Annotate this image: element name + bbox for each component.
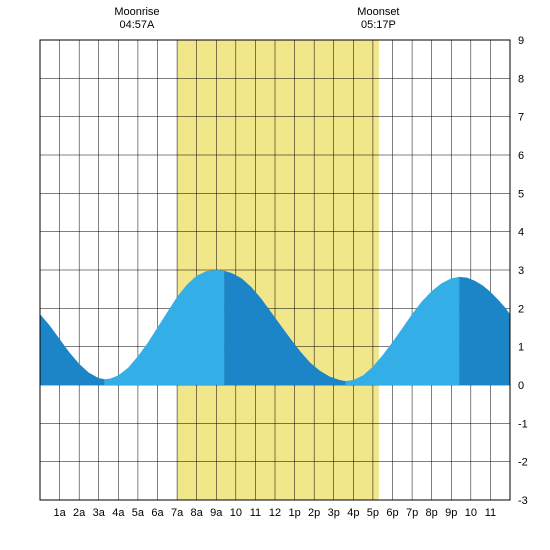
- y-tick-label: 5: [518, 188, 524, 200]
- x-tick-label: 4a: [112, 507, 125, 519]
- y-tick-label: 2: [518, 303, 524, 315]
- y-tick-label: 0: [518, 380, 524, 392]
- x-tick-label: 3p: [328, 507, 340, 519]
- x-tick-label: 5p: [367, 507, 379, 519]
- x-tick-label: 10: [465, 507, 477, 519]
- x-tick-label: 4p: [347, 507, 359, 519]
- y-tick-label: 4: [518, 227, 524, 239]
- x-tick-label: 12: [269, 507, 281, 519]
- x-tick-label: 2a: [73, 507, 86, 519]
- y-tick-label: 8: [518, 73, 524, 85]
- y-tick-label: 6: [518, 150, 524, 162]
- x-tick-label: 8p: [426, 507, 438, 519]
- tide-chart: -3-2-101234567891a2a3a4a5a6a7a8a9a101112…: [0, 0, 550, 550]
- y-tick-label: 9: [518, 35, 524, 47]
- y-tick-label: 1: [518, 342, 524, 354]
- moonrise-time: 04:57A: [120, 19, 156, 31]
- x-tick-label: 6a: [151, 507, 164, 519]
- y-tick-label: 7: [518, 112, 524, 124]
- x-tick-label: 2p: [308, 507, 320, 519]
- y-tick-label: 3: [518, 265, 524, 277]
- moonset-time: 05:17P: [361, 19, 396, 31]
- y-tick-label: -2: [518, 457, 528, 469]
- y-tick-label: -3: [518, 495, 528, 507]
- x-tick-label: 11: [250, 507, 261, 519]
- x-tick-label: 11: [485, 507, 496, 519]
- moonset-label: Moonset: [357, 6, 399, 18]
- x-tick-label: 1a: [53, 507, 66, 519]
- x-tick-label: 10: [230, 507, 242, 519]
- x-tick-label: 5a: [132, 507, 145, 519]
- x-tick-label: 3a: [93, 507, 106, 519]
- moonrise-label: Moonrise: [114, 6, 159, 18]
- chart-svg: -3-2-101234567891a2a3a4a5a6a7a8a9a101112…: [0, 0, 550, 550]
- x-tick-label: 6p: [386, 507, 398, 519]
- x-tick-label: 7a: [171, 507, 184, 519]
- x-tick-label: 9p: [445, 507, 457, 519]
- x-tick-label: 8a: [191, 507, 204, 519]
- x-tick-label: 9a: [210, 507, 223, 519]
- x-tick-label: 7p: [406, 507, 418, 519]
- x-tick-label: 1p: [288, 507, 300, 519]
- y-tick-label: -1: [518, 418, 528, 430]
